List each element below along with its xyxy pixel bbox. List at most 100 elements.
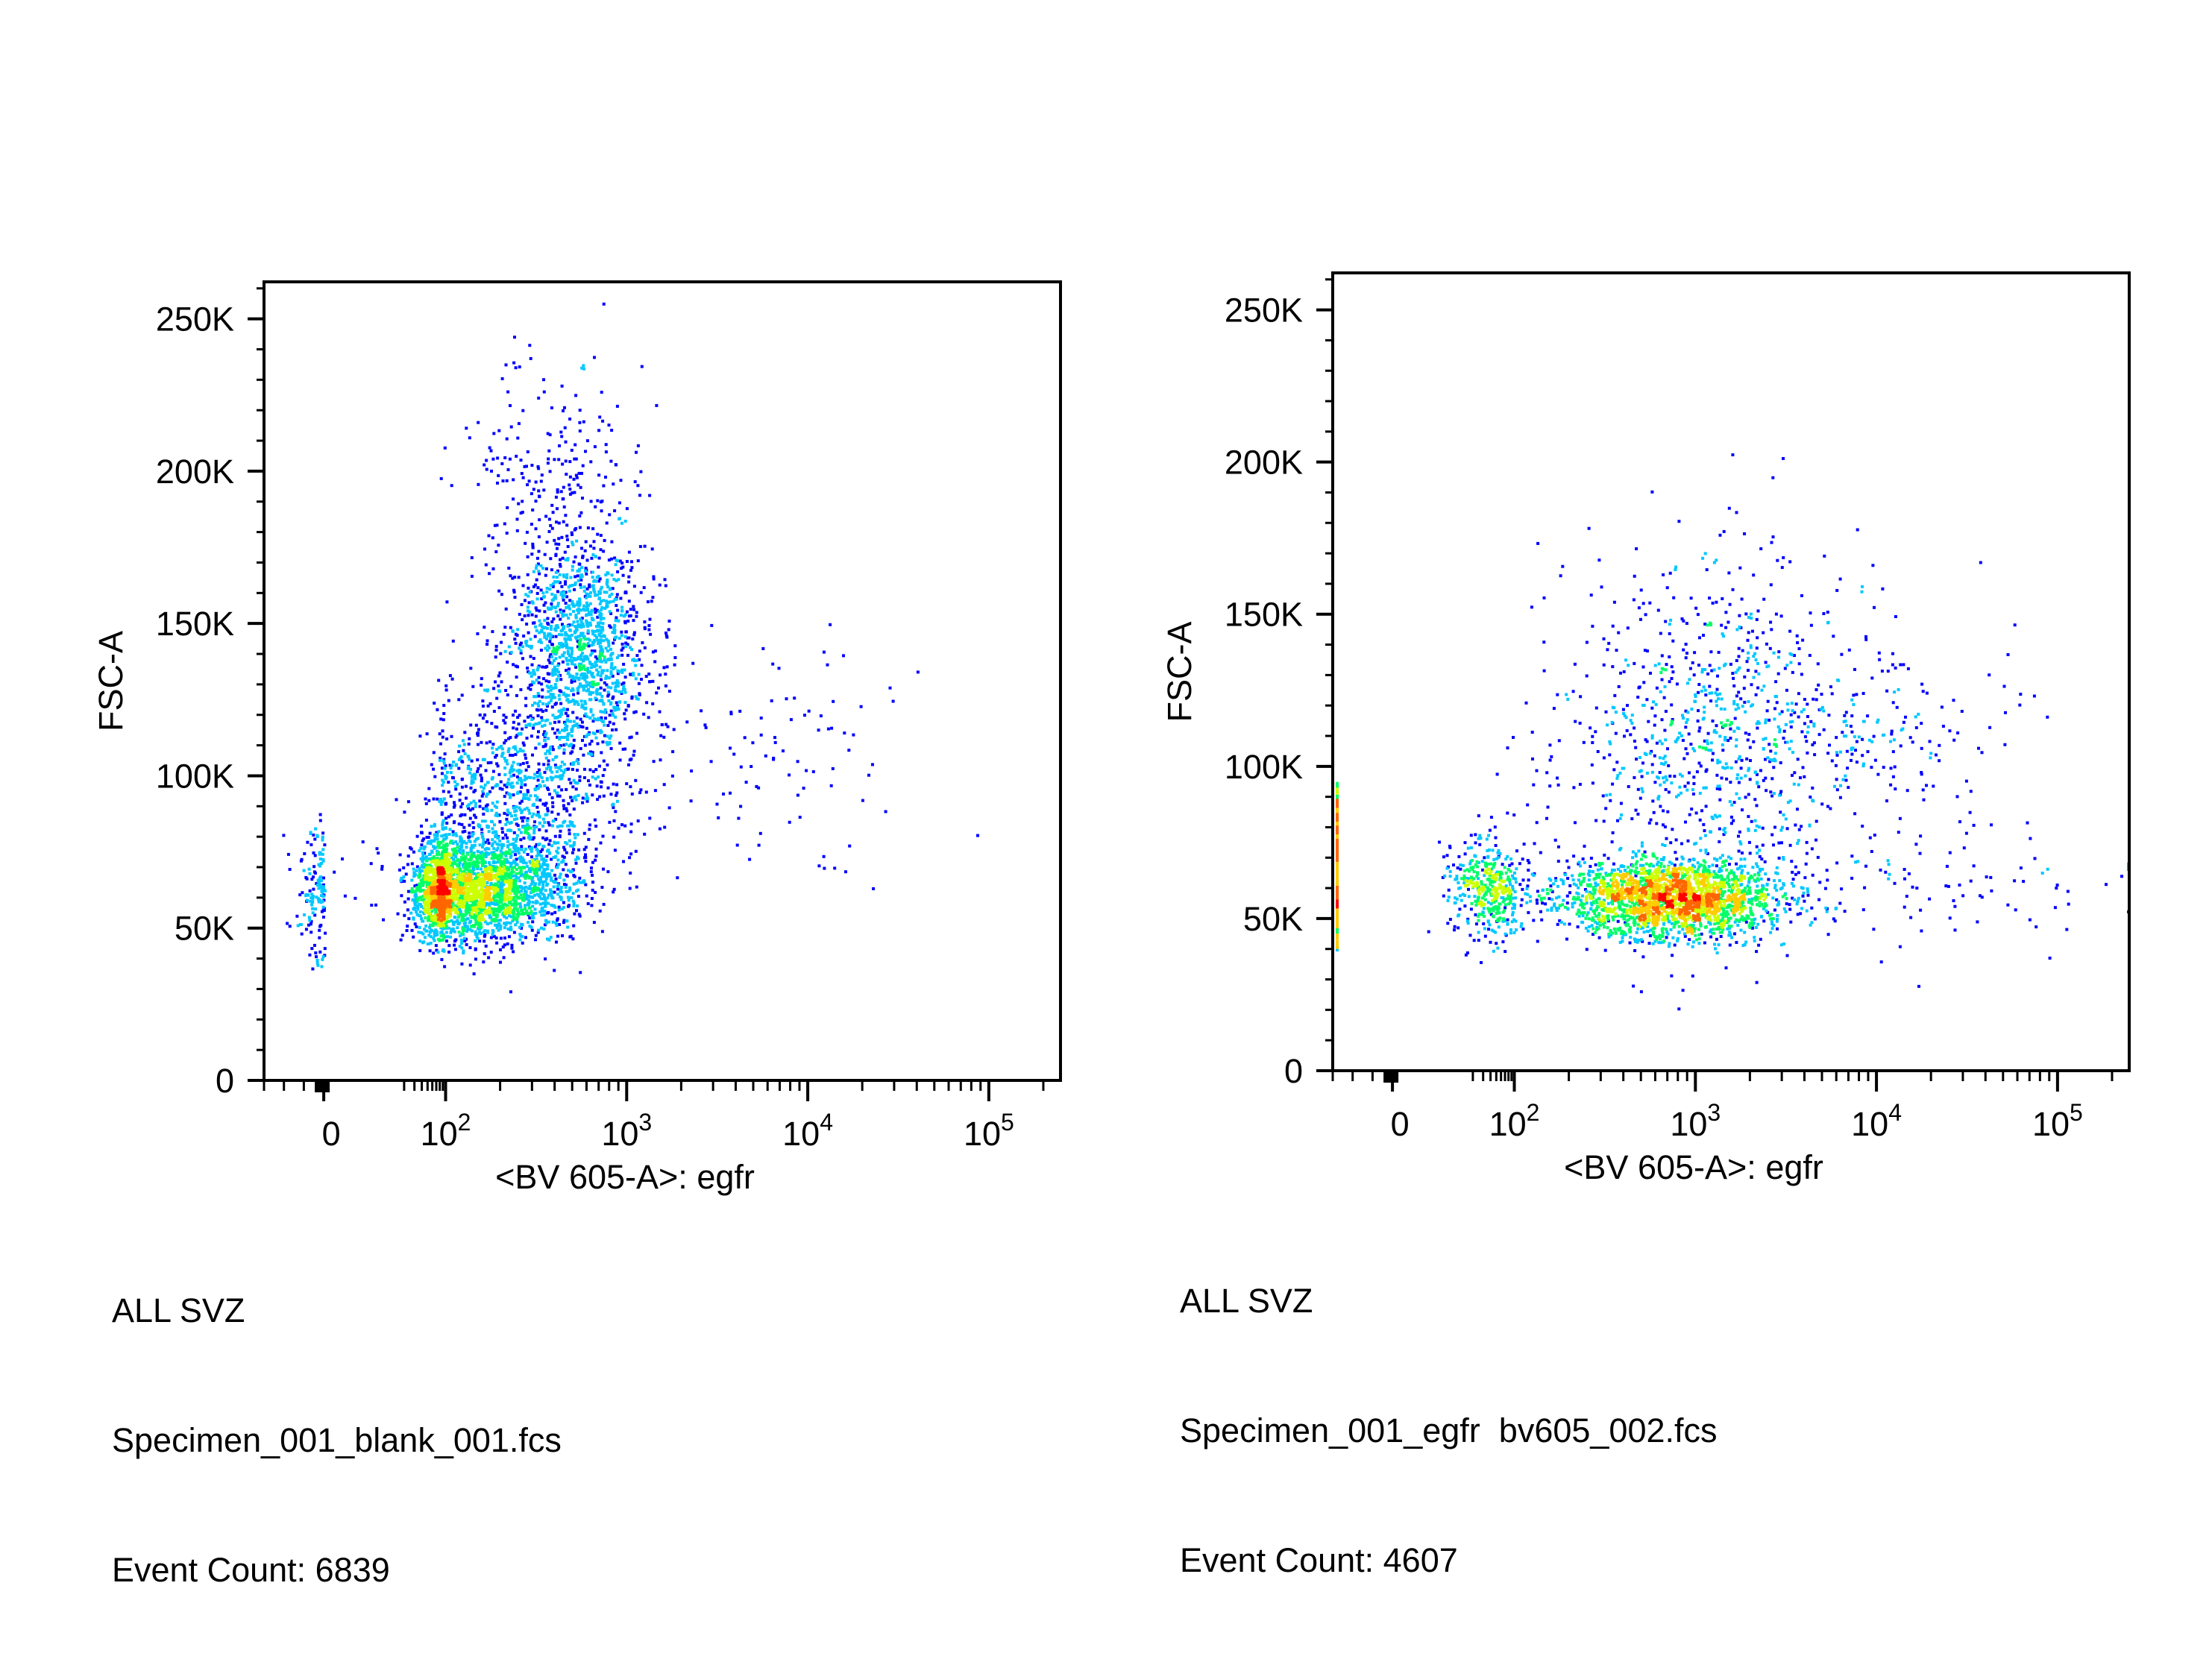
event-point bbox=[591, 720, 595, 723]
event-point bbox=[463, 731, 467, 734]
event-point bbox=[558, 562, 562, 566]
event-point bbox=[571, 491, 574, 495]
event-point bbox=[483, 952, 486, 956]
event-point bbox=[566, 895, 570, 899]
event-point bbox=[568, 904, 571, 907]
event-point bbox=[577, 471, 581, 475]
event-point bbox=[553, 890, 556, 894]
event-point bbox=[400, 934, 404, 937]
event-point bbox=[468, 871, 472, 875]
event-point bbox=[406, 863, 409, 866]
event-point bbox=[534, 614, 538, 618]
event-point bbox=[489, 883, 493, 887]
event-point bbox=[556, 841, 560, 845]
event-point bbox=[570, 734, 574, 737]
event-point bbox=[529, 638, 532, 641]
event-point bbox=[512, 768, 515, 772]
event-point bbox=[459, 881, 462, 885]
event-point bbox=[648, 680, 652, 684]
event-point bbox=[618, 758, 622, 762]
event-point bbox=[439, 938, 442, 942]
event-point bbox=[482, 837, 486, 841]
event-point bbox=[495, 878, 498, 881]
event-point bbox=[461, 932, 465, 936]
event-point bbox=[534, 863, 537, 866]
event-point bbox=[312, 875, 315, 879]
event-point bbox=[578, 640, 582, 644]
event-point bbox=[540, 857, 544, 861]
event-point bbox=[525, 623, 529, 626]
event-point bbox=[524, 704, 528, 708]
event-point bbox=[513, 892, 517, 895]
event-point bbox=[479, 773, 483, 777]
event-point bbox=[483, 904, 487, 907]
event-point bbox=[571, 851, 574, 854]
event-point bbox=[545, 854, 549, 858]
event-point bbox=[748, 857, 752, 861]
event-point bbox=[516, 824, 520, 828]
event-point bbox=[599, 638, 603, 642]
event-point bbox=[632, 608, 636, 611]
event-point bbox=[486, 643, 489, 646]
event-point bbox=[508, 822, 512, 825]
event-point bbox=[467, 898, 471, 901]
event-point bbox=[525, 737, 529, 740]
event-point bbox=[544, 829, 548, 833]
event-point bbox=[574, 583, 577, 587]
event-point bbox=[521, 935, 524, 939]
event-point bbox=[571, 767, 574, 771]
event-point bbox=[537, 894, 541, 898]
event-point bbox=[556, 812, 560, 816]
event-point bbox=[312, 887, 315, 891]
event-point bbox=[421, 884, 425, 887]
event-point bbox=[620, 521, 623, 525]
event-point bbox=[615, 404, 619, 408]
event-point bbox=[544, 573, 547, 577]
event-point bbox=[512, 896, 515, 899]
event-point bbox=[460, 919, 464, 922]
event-point bbox=[497, 674, 500, 678]
event-point bbox=[595, 688, 599, 692]
event-point bbox=[589, 544, 592, 548]
event-point bbox=[539, 888, 543, 892]
event-point bbox=[499, 960, 502, 964]
event-point bbox=[607, 424, 611, 427]
event-point bbox=[424, 875, 427, 879]
event-point bbox=[567, 671, 571, 675]
event-point bbox=[573, 702, 576, 706]
event-point bbox=[562, 763, 566, 766]
event-point bbox=[503, 936, 506, 939]
event-point bbox=[690, 769, 694, 772]
event-point bbox=[522, 850, 526, 854]
event-point bbox=[565, 743, 568, 746]
event-point bbox=[488, 906, 491, 910]
event-point bbox=[460, 917, 464, 921]
event-point bbox=[606, 734, 609, 738]
event-point bbox=[572, 610, 575, 613]
event-point bbox=[512, 746, 515, 749]
event-point bbox=[548, 588, 552, 591]
event-point bbox=[562, 728, 566, 732]
event-point bbox=[544, 877, 548, 881]
event-point bbox=[536, 708, 540, 712]
event-point bbox=[531, 904, 535, 908]
event-point bbox=[552, 885, 556, 889]
event-point bbox=[460, 843, 464, 846]
event-point bbox=[739, 805, 743, 808]
event-point bbox=[579, 662, 583, 666]
event-point bbox=[546, 705, 549, 708]
event-point bbox=[471, 866, 475, 869]
event-point bbox=[538, 775, 542, 778]
event-point bbox=[470, 574, 474, 578]
event-point bbox=[510, 946, 514, 950]
event-point bbox=[521, 476, 525, 479]
event-point bbox=[578, 409, 582, 412]
event-point bbox=[473, 840, 477, 843]
event-point bbox=[483, 911, 487, 914]
event-point bbox=[562, 409, 565, 412]
event-point bbox=[608, 737, 612, 740]
event-point bbox=[572, 477, 576, 481]
event-point bbox=[428, 881, 432, 884]
event-point bbox=[574, 443, 577, 447]
event-point bbox=[537, 467, 541, 470]
